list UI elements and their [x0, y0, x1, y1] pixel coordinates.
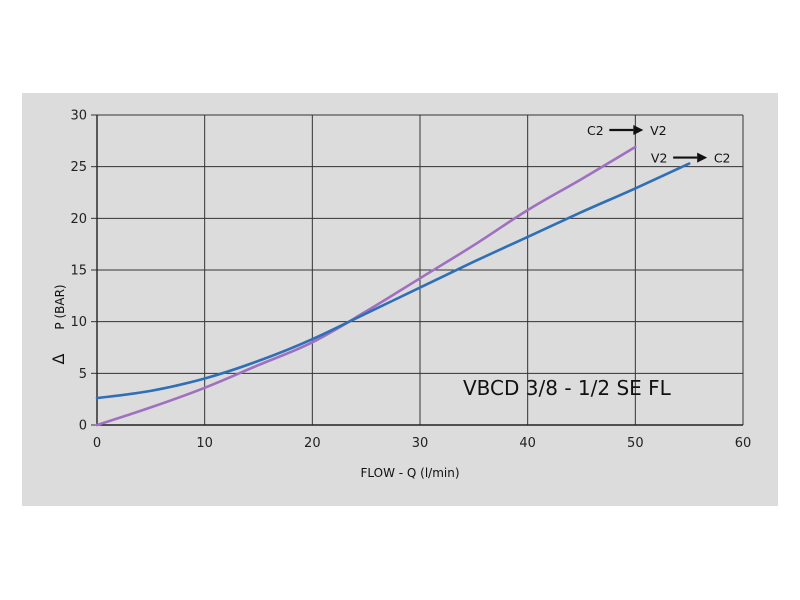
chart-panel: 0 10 20 30 40 50 60 0 5 10 15 20 25 30 C2 V2 V2 C2 FLOW… [22, 93, 778, 506]
series-1-arrow-head [633, 125, 644, 136]
series-2-to-label: C2 [714, 151, 731, 166]
y-tick-label-3: 15 [70, 264, 87, 279]
series-lines [95, 145, 691, 427]
y-tick-labels: 0 5 10 15 20 25 30 [70, 109, 87, 434]
series-1-from-label: C2 [587, 123, 604, 138]
series-2-from-label: V2 [651, 151, 668, 166]
x-tick-labels: 0 10 20 30 40 50 60 [93, 436, 751, 451]
series-2-arrow-head [697, 152, 708, 163]
y-tick-label-6: 30 [70, 109, 87, 124]
y-tick-label-1: 5 [79, 367, 87, 382]
series-1-to-label: V2 [650, 123, 667, 138]
x-tick-label-6: 60 [735, 436, 752, 451]
y-tick-label-0: 0 [79, 419, 87, 434]
plot-frame [96, 115, 743, 426]
x-tick-label-3: 30 [412, 436, 429, 451]
y-axis-label-group: Δ P (BAR) [49, 284, 68, 364]
x-tick-label-1: 10 [196, 436, 213, 451]
y-tick-label-2: 10 [70, 315, 87, 330]
series-label-1: C2 V2 [587, 123, 667, 138]
series-line-2 [95, 162, 691, 400]
series-label-2: V2 C2 [651, 151, 731, 166]
y-tick-label-5: 25 [70, 160, 87, 175]
flow-pressure-chart: 0 10 20 30 40 50 60 0 5 10 15 20 25 30 C2 V2 V2 C2 FLOW… [49, 109, 751, 481]
y-tick-label-4: 20 [70, 212, 87, 227]
model-annotation: VBCD 3/8 - 1/2 SE FL [463, 376, 672, 400]
series-line-1 [95, 145, 637, 427]
x-tick-label-2: 20 [304, 436, 321, 451]
x-tick-label-0: 0 [93, 436, 101, 451]
x-axis-label: FLOW - Q (l/min) [360, 466, 459, 480]
y-axis-label: P (BAR) [53, 284, 67, 329]
y-axis-delta-symbol: Δ [49, 353, 68, 364]
x-tick-label-4: 40 [519, 436, 536, 451]
x-tick-label-5: 50 [627, 436, 644, 451]
series-labels: C2 V2 V2 C2 [587, 123, 731, 166]
